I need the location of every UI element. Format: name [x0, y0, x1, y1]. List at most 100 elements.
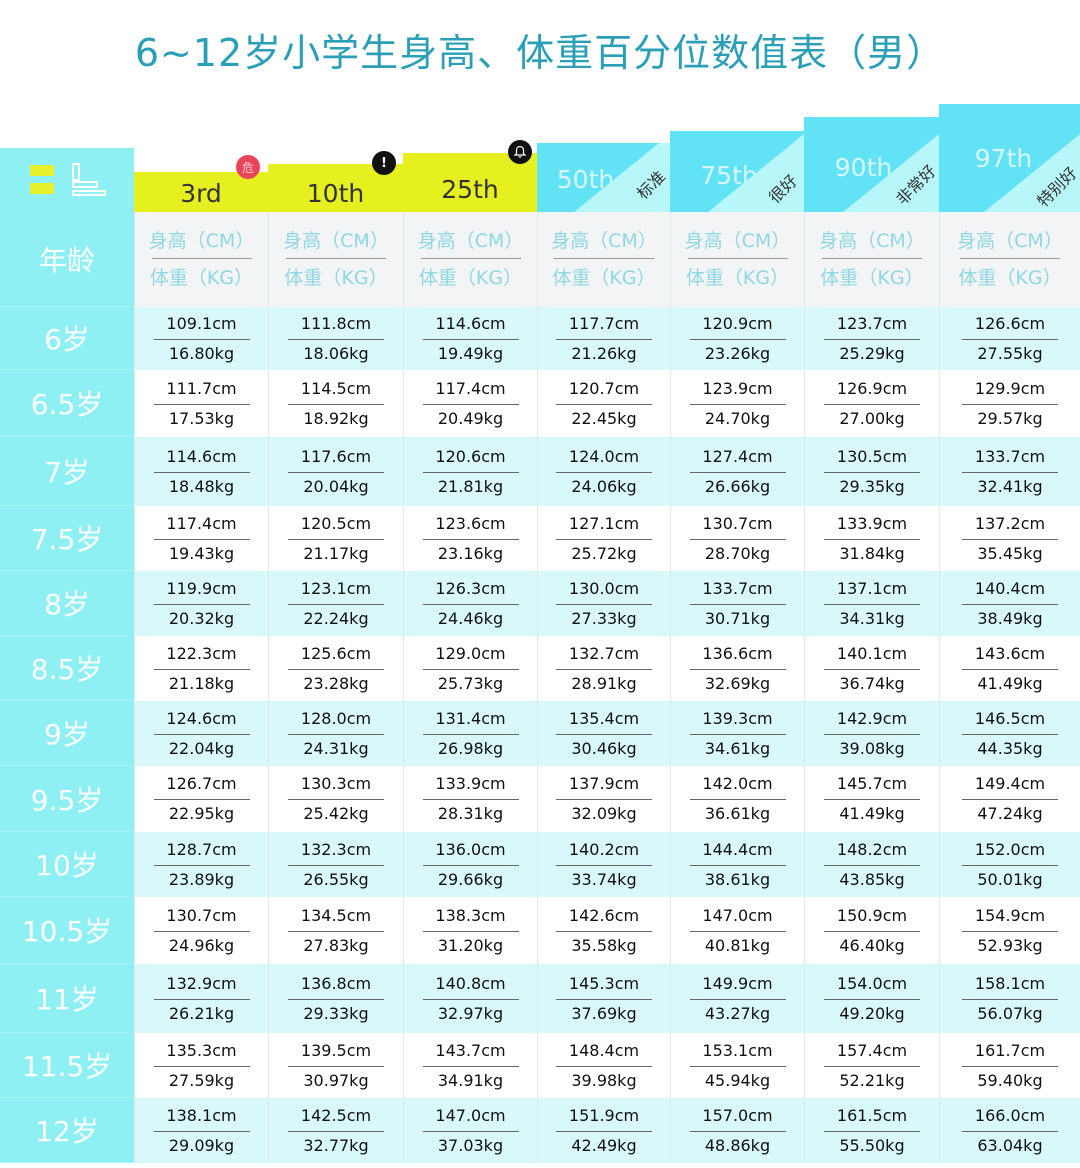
value-cell: 122.3cm 21.18kg: [134, 636, 268, 701]
weight-value: 25.42kg: [303, 804, 369, 823]
height-value: 114.5cm: [300, 378, 372, 398]
divider: [556, 538, 652, 540]
height-value: 136.6cm: [702, 643, 773, 663]
weight-value: 32.09kg: [571, 804, 637, 823]
value-cell: 138.3cm 31.20kg: [403, 897, 537, 964]
divider: [422, 930, 519, 932]
value-cell: 157.4cm 52.21kg: [804, 1033, 939, 1098]
age-cell: 8.5岁: [0, 636, 134, 701]
height-value: 129.0cm: [435, 643, 506, 663]
weight-value: 25.29kg: [839, 343, 905, 363]
divider: [962, 864, 1058, 866]
weight-value: 21.81kg: [437, 476, 504, 496]
divider: [422, 998, 519, 1000]
divider: [153, 864, 250, 866]
value-cell: 131.4cm 26.98kg: [403, 701, 537, 766]
unit-cell: 身高（CM） 体重（KG）: [134, 212, 268, 307]
height-value: 119.9cm: [166, 578, 237, 598]
divider: [422, 403, 519, 405]
height-value: 122.3cm: [166, 643, 237, 663]
value-cell: 123.9cm 24.70kg: [670, 370, 804, 437]
weight-value: 26.21kg: [168, 1003, 235, 1023]
divider: [824, 930, 920, 932]
unit-row: 年龄 身高（CM） 体重（KG） 身高（CM） 体重（KG） 身高（CM） 体重（KG…: [0, 212, 1080, 307]
height-value: 143.6cm: [974, 643, 1046, 663]
height-value: 123.1cm: [300, 578, 372, 598]
divider: [153, 538, 250, 540]
value-cell: 127.1cm 25.72kg: [537, 506, 670, 571]
divider: [689, 1130, 786, 1132]
value-cell: 109.1cm 16.80kg: [134, 307, 268, 370]
divider: [824, 403, 920, 405]
value-cell: 130.7cm 28.70kg: [670, 506, 804, 571]
unit-cell: 身高（CM） 体重（KG）: [670, 212, 804, 307]
height-value: 140.2cm: [568, 839, 640, 859]
page-title: 6~12岁小学生身高、体重百分位数值表（男）: [134, 31, 946, 75]
divider: [288, 603, 384, 605]
divider: [556, 799, 652, 800]
value-cell: 142.6cm 35.58kg: [537, 897, 670, 964]
divider: [556, 471, 652, 473]
divider: [824, 603, 920, 605]
tag-triangle: [984, 134, 1080, 212]
value-cell: 117.4cm 19.43kg: [134, 506, 268, 571]
bell-icon: [508, 140, 532, 164]
percentile-header-10th: 10th: [268, 164, 403, 212]
height-value: 157.0cm: [702, 1105, 773, 1125]
divider: [962, 930, 1058, 932]
divider: [288, 733, 384, 735]
age-cell: 7岁: [0, 437, 134, 506]
value-cell: 150.9cm 46.40kg: [804, 897, 939, 964]
value-cell: 136.6cm 32.69kg: [670, 636, 804, 701]
value-cell: 120.5cm 21.17kg: [268, 506, 403, 571]
weight-value: 18.48kg: [168, 476, 235, 496]
value-cell: 142.0cm 36.61kg: [670, 766, 804, 832]
value-cell: 161.5cm 55.50kg: [804, 1098, 939, 1163]
height-value: 157.4cm: [836, 1040, 908, 1060]
height-value: 148.4cm: [568, 1040, 640, 1060]
divider: [422, 1130, 519, 1132]
percentile-header-97th: 97th 特别好: [939, 104, 1080, 212]
height-value: 130.7cm: [702, 513, 773, 533]
weight-value: 34.61kg: [704, 738, 771, 758]
value-cell: 143.6cm 41.49kg: [939, 636, 1080, 701]
value-cell: 123.1cm 22.24kg: [268, 571, 403, 636]
weight-value: 32.41kg: [977, 476, 1043, 496]
divider: [556, 864, 652, 866]
tag-triangle: [843, 134, 939, 212]
weight-value: 26.98kg: [437, 738, 504, 758]
divider: [824, 668, 920, 670]
divider: [153, 1065, 250, 1067]
height-value: 151.9cm: [568, 1105, 640, 1125]
divider: [153, 733, 250, 735]
height-value: 135.3cm: [166, 1040, 237, 1060]
value-cell: 120.9cm 23.26kg: [670, 307, 804, 370]
divider: [556, 930, 652, 932]
height-value: 132.3cm: [300, 839, 372, 859]
weight-value: 21.18kg: [168, 673, 235, 693]
value-cell: 147.0cm 40.81kg: [670, 897, 804, 964]
height-value: 126.3cm: [435, 578, 506, 598]
height-value: 126.6cm: [974, 313, 1046, 333]
height-value: 126.7cm: [166, 774, 237, 793]
value-cell: 111.7cm 17.53kg: [134, 370, 268, 437]
value-cell: 114.6cm 18.48kg: [134, 437, 268, 506]
tag-triangle: [574, 143, 670, 212]
weight-value: 56.07kg: [977, 1003, 1043, 1023]
height-value: 120.6cm: [435, 446, 506, 466]
divider: [689, 864, 786, 866]
height-value: 123.6cm: [435, 513, 506, 533]
table-row: 8.5岁 122.3cm 21.18kg 125.6cm 23.28kg 129.0cm 2…: [0, 636, 1080, 701]
divider: [422, 668, 519, 670]
header-corner: [0, 148, 134, 212]
height-value: 161.5cm: [836, 1105, 908, 1125]
height-value: 137.2cm: [974, 513, 1046, 533]
value-cell: 129.0cm 25.73kg: [403, 636, 537, 701]
height-value: 145.7cm: [836, 774, 908, 793]
weight-value: 37.03kg: [437, 1135, 504, 1155]
unit-cell: 身高（CM） 体重（KG）: [403, 212, 537, 307]
divider: [288, 668, 384, 670]
height-value: 124.0cm: [568, 446, 640, 466]
height-value: 109.1cm: [166, 313, 237, 333]
height-value: 130.3cm: [300, 774, 372, 793]
